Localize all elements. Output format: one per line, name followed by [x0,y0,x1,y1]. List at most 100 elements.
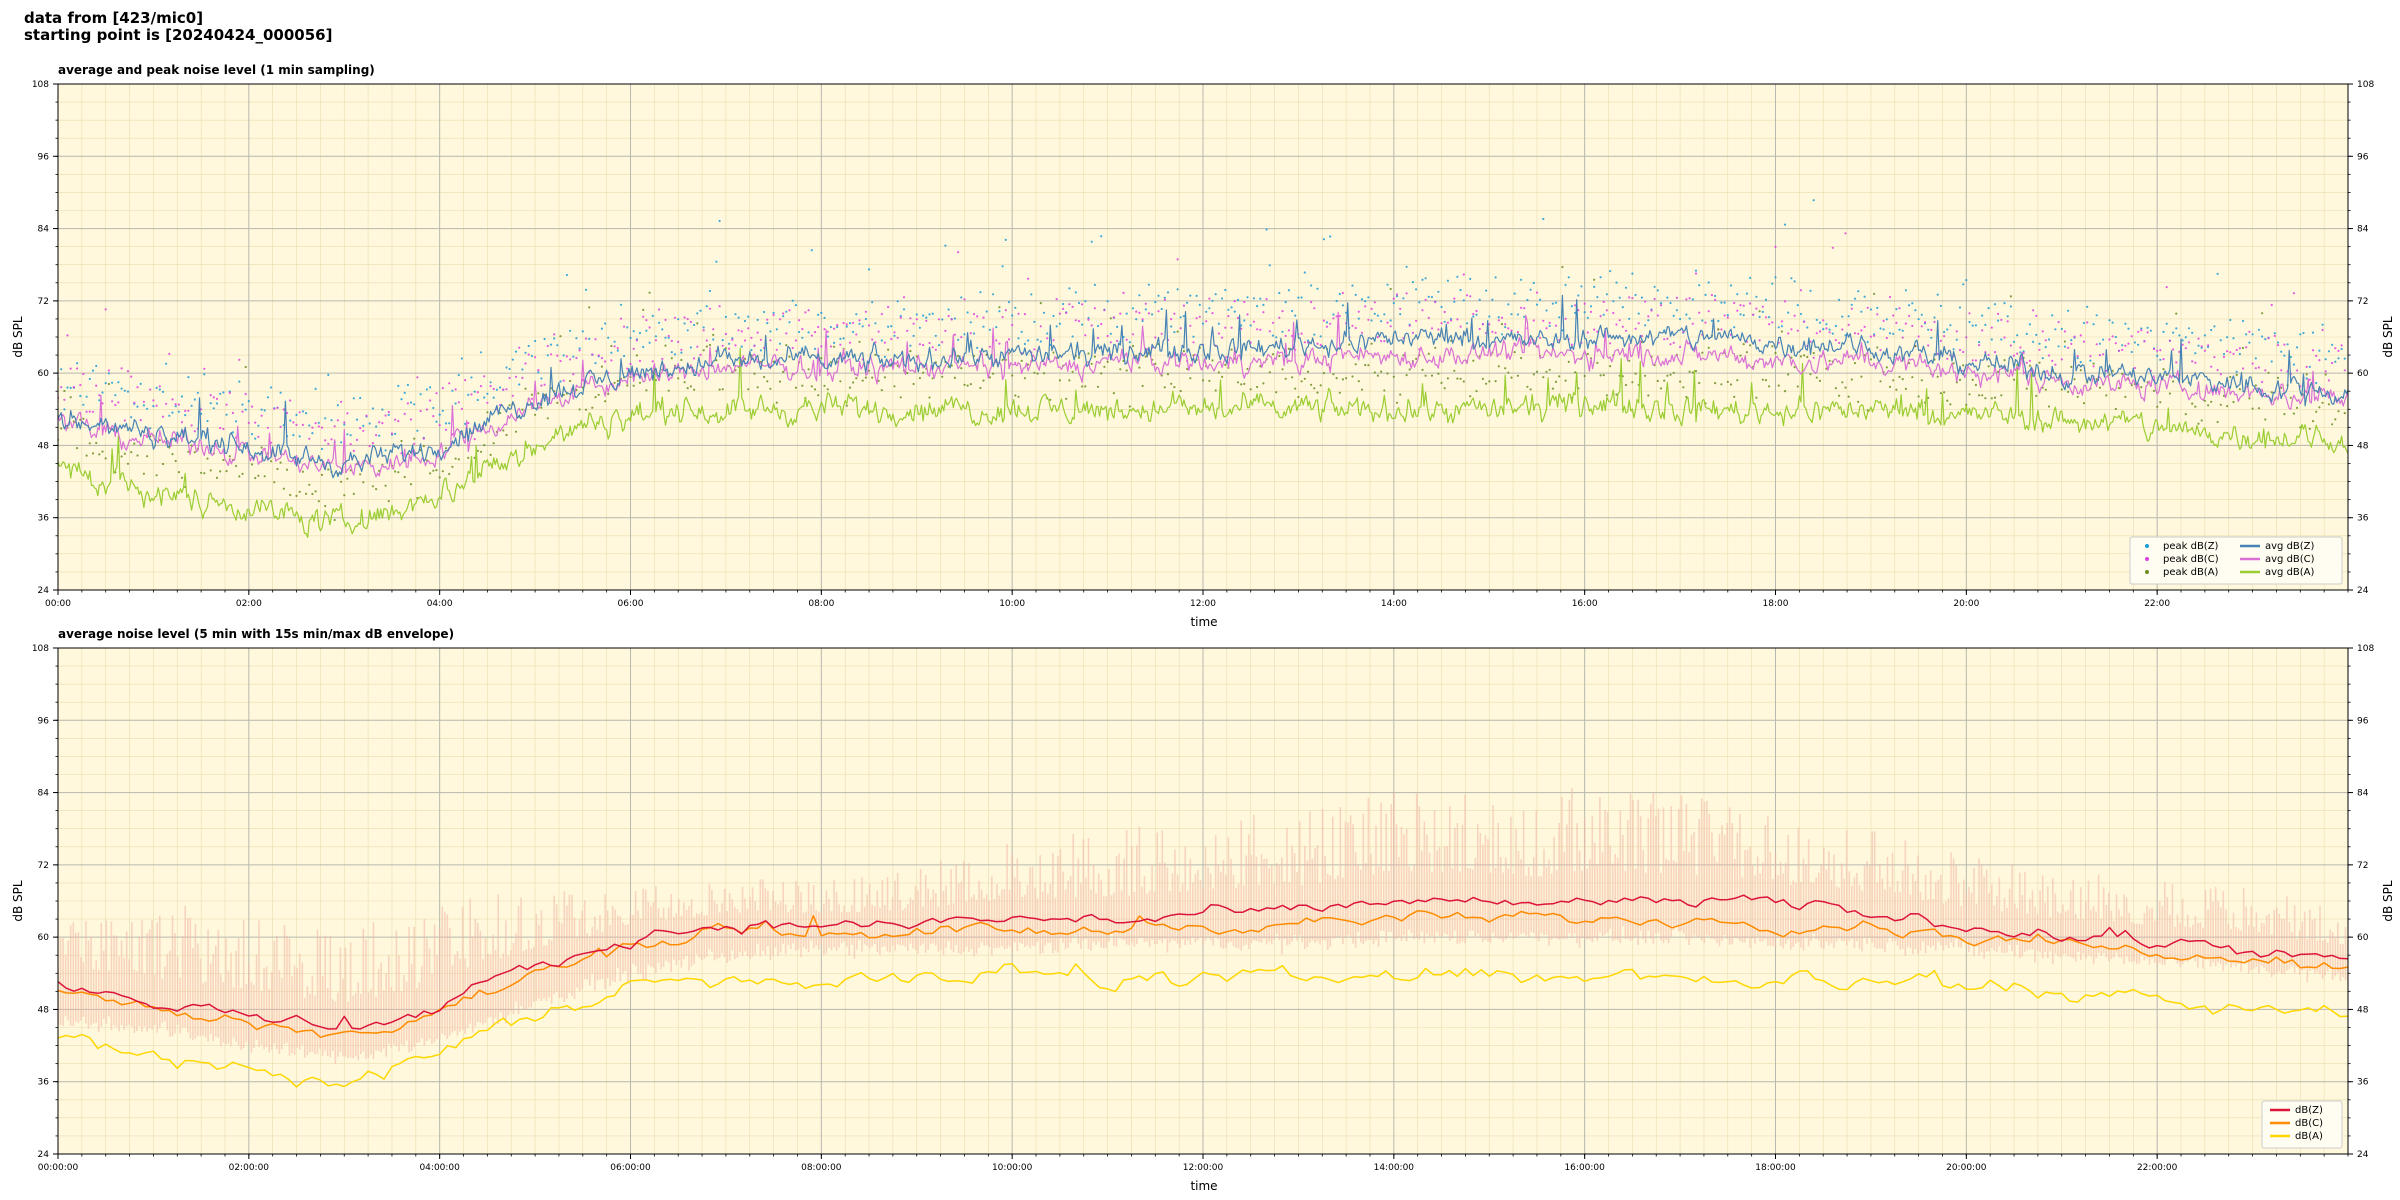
peak-point [1927,328,1930,331]
peak-point [1500,316,1504,319]
peak-point [979,386,982,390]
peak-point [1284,301,1287,304]
peak-point [473,390,476,393]
peak-point [1736,379,1739,382]
peak-point [409,483,413,486]
peak-point [2343,357,2346,360]
peak-point [384,414,387,417]
peak-point [1968,393,1971,396]
peak-point [2292,292,2295,295]
peak-point [1736,293,1739,296]
peak-point [422,437,425,440]
peak-point [562,379,565,382]
peak-point [1624,286,1628,289]
peak-point [82,403,85,406]
peak-point [2324,358,2327,361]
peak-point [1259,297,1262,300]
peak-point [1869,308,1872,311]
peak-point [1656,314,1659,317]
peak-point [111,400,114,403]
page-header: data from [423/mic0] starting point is [… [24,10,332,44]
peak-point [1647,319,1650,322]
peak-point [883,355,887,358]
peak-point [1014,361,1017,365]
peak-point [1726,314,1729,317]
peak-point [1494,276,1497,279]
peak-point [2229,318,2232,322]
peak-point [1780,320,1783,323]
peak-point [1554,301,1558,304]
peak-point [273,481,276,484]
x-tick-label: 22:00 [2144,599,2170,609]
peak-point [1939,304,1942,307]
peak-point [419,409,422,413]
peak-point [1459,288,1462,292]
peak-point [483,375,486,378]
legend: dB(Z)dB(C)dB(A) [2261,1100,2343,1149]
peak-point [966,311,969,314]
peak-point [613,340,616,343]
peak-point [1443,310,1446,314]
peak-point [2248,341,2251,344]
peak-point [578,408,581,411]
peak-point [1189,324,1192,327]
peak-point [693,323,696,327]
peak-point [219,470,222,473]
peak-point [101,391,104,394]
peak-point [2210,400,2213,403]
peak-point [171,453,174,456]
peak-point [419,393,422,396]
peak-point [1316,287,1319,290]
peak-point [1838,341,1841,345]
peak-point [1376,336,1379,339]
peak-point [712,333,715,336]
peak-point [1427,352,1430,355]
peak-point [1745,292,1748,295]
peak-point [1179,316,1182,319]
peak-point [403,412,406,415]
peak-point [1456,275,1459,278]
peak-point [887,325,890,328]
peak-point [683,316,686,319]
peak-point [632,347,635,350]
peak-point [902,296,906,299]
axis-ticks: 00:00:00 02:00:00 04:00:00 06:00:00 08:00:00… [32,644,2375,1173]
peak-point [168,352,171,355]
peak-point [295,494,298,497]
peak-point [91,410,95,413]
peak-point [168,414,171,417]
peak-point [1993,303,1997,306]
peak-point [2079,369,2082,372]
peak-point [244,392,247,396]
peak-point [1256,305,1259,308]
peak-point [1758,339,1761,342]
peak-point [2222,355,2226,358]
peak-point [820,357,823,360]
peak-point [1084,385,1087,388]
peak-point [2038,361,2041,364]
peak-point [527,344,530,348]
peak-point [88,377,91,381]
peak-point [136,386,139,389]
peak-point [1354,293,1357,296]
peak-point [2184,336,2187,339]
peak-point [712,328,715,331]
peak-point [826,330,829,333]
legend-label: avg dB(A) [2265,567,2315,578]
peak-point [623,325,626,328]
peak-point [1062,307,1065,310]
peak-point [1739,304,1742,307]
peak-point [215,476,219,479]
peak-point [257,424,260,427]
peak-point [1004,238,1007,241]
peak-point [1790,277,1793,280]
peak-point [1084,334,1087,337]
y-tick-label-left: 24 [38,1150,50,1160]
peak-point [66,334,69,337]
peak-point [807,309,810,312]
peak-point [728,342,731,345]
peak-point [1042,311,1046,314]
peak-point [756,318,759,321]
peak-point [161,390,165,393]
peak-point [693,388,696,391]
